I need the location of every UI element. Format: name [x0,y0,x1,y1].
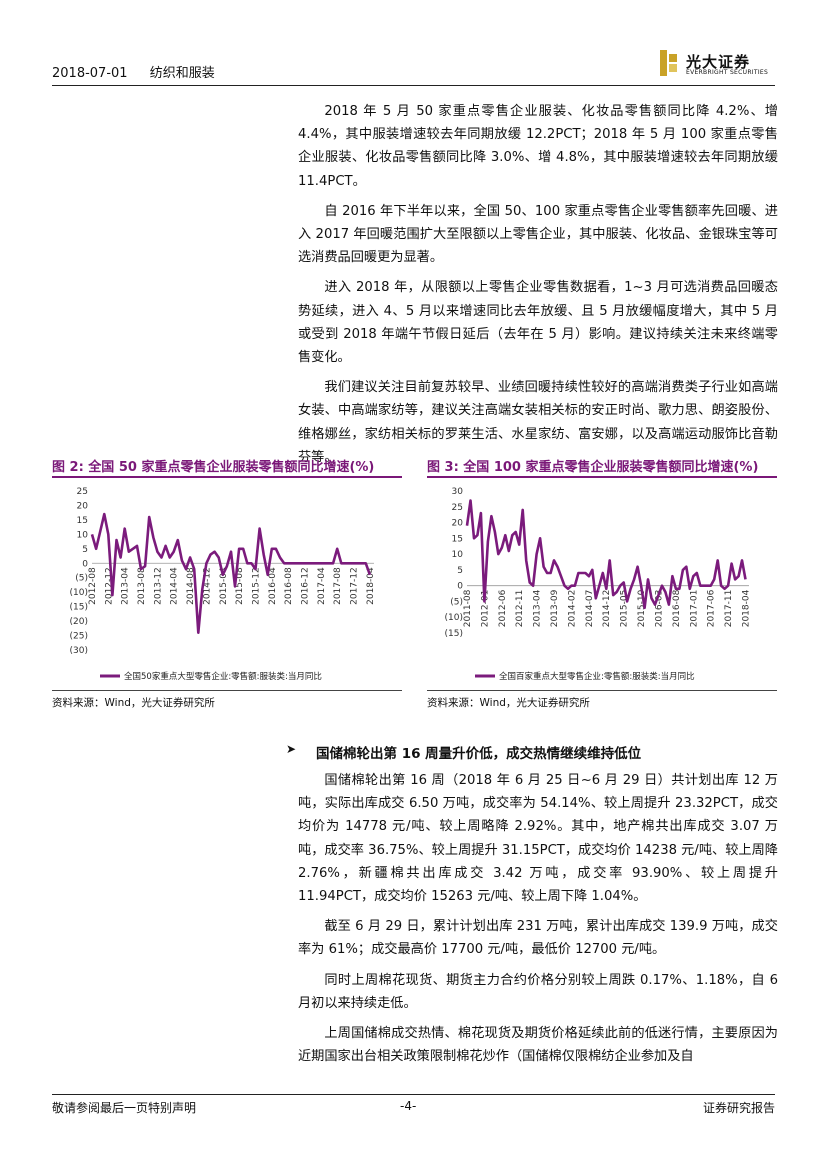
x-tick-label: 2016-08 [284,567,294,605]
figure3-source: 资料来源：Wind，光大证券研究所 [427,697,590,709]
paragraph: 同时上周棉花现货、期货主力合约价格分别较上周跌 0.17%、1.18%，自 6 … [298,972,778,1011]
figure3-chart: 30 25 20 15 10 5 0 (5) (10) (15)2011-08 2012-01 201… [445,487,752,682]
figure2-bottom-rule [52,690,402,691]
y-tick-label: 15 [77,516,88,526]
legend-label: 全国百家重点大型零售企业:零售额:服装类:当月同比 [499,671,695,682]
page-number: -4- [400,1099,417,1113]
y-tick-label: 20 [77,501,89,511]
x-tick-label: 2012-12 [104,567,114,605]
x-tick-label: 2013-09 [550,589,560,627]
paragraph: 截至 6 月 29 日，累计计划出库 231 万吨，累计出库成交 139.9 万… [298,919,778,958]
y-tick-label: 10 [452,550,464,560]
y-tick-label: (25) [70,632,88,642]
x-tick-label: 2017-04 [317,567,327,605]
x-tick-label: 2015-05 [620,590,630,628]
y-tick-label: 15 [452,534,463,544]
x-tick-label: 2017-01 [689,590,699,628]
paragraph: 上周国储棉成交热情、棉花现货及期货价格延续此前的低迷行情，主要原因为近期国家出台… [298,1026,778,1065]
x-tick-label: 2018-04 [742,589,752,627]
x-tick-label: 2015-10 [637,589,647,627]
y-tick-label: (15) [70,603,88,613]
figure2-chart: 25 20 15 10 5 0 (5) (10) (15) (20) (25) (30) 2012-08… [70,487,376,682]
x-tick-label: 2017-11 [724,590,734,628]
x-tick-label: 2016-03 [654,590,664,628]
x-tick-label: 2014-08 [186,567,196,605]
y-tick-label: 30 [452,487,464,497]
paragraph: 我们建议关注目前复苏较早、业绩回暖持续性较好的高端消费类子行业如高端女装、中高端… [298,380,778,465]
x-tick-label: 2012-08 [88,567,98,605]
x-tick-label: 2014-04 [170,567,180,605]
paragraph: 进入 2018 年，从限额以上零售企业零售数据看，1~3 月可选消费品回暖态势延… [298,280,778,366]
x-tick-label: 2014-07 [585,590,595,628]
x-tick-label: 2012-01 [480,590,490,628]
y-tick-label: (15) [445,629,463,639]
x-tick-label: 2013-12 [153,567,163,605]
x-tick-label: 2017-06 [707,589,717,627]
footer-rule [52,1094,775,1095]
x-tick-label: 2013-04 [121,567,131,605]
series-line [90,512,372,634]
paragraph: 自 2016 年下半年以来，全国 50、100 家重点零售企业零售额率先回暖、进… [298,203,778,266]
header-meta: 2018-07-01 纺织和服装 [52,62,233,81]
logo-text-cn: 光大证券 [686,53,751,71]
x-tick-label: 2017-08 [333,567,343,605]
figure2-source: 资料来源：Wind，光大证券研究所 [52,697,215,709]
x-tick-label: 2014-02 [567,590,577,628]
header-rule [52,85,775,86]
company-logo: 光大证券 EVERBRIGHT SECURITIES [660,50,775,80]
x-tick-label: 2017-12 [350,567,360,605]
x-tick-label: 2016-04 [268,567,278,605]
y-tick-label: (20) [70,617,88,627]
y-tick-label: 0 [82,559,88,569]
top-body-text: 2018 年 5 月 50 家重点零售企业服装、化妆品零售额同比降 4.2%、增… [298,100,778,476]
y-tick-label: 25 [452,503,463,513]
x-tick-label: 2012-11 [515,590,525,628]
figure3-title: 图 3: 全国 100 家重点零售企业服装零售额同比增速(%) [427,460,759,475]
x-tick-label: 2016-08 [672,589,682,627]
footer-report-type: 证券研究报告 [702,1101,775,1115]
paragraph: 国储棉轮出第 16 周（2018 年 6 月 25 日~6 月 29 日）共计划… [298,773,778,905]
y-tick-label: (5) [75,574,88,584]
report-sector: 纺织和服装 [149,66,215,81]
logo-mark-icon [660,50,677,76]
bullet-arrow-icon: ➤ [286,742,297,756]
y-tick-label: 5 [82,545,88,555]
figure2-title-rule [52,476,402,478]
series-line [465,499,747,610]
y-tick-label: (5) [450,597,463,607]
section-title-text: 国储棉轮出第 16 周量升价低，成交热情继续维持低位 [316,746,642,762]
x-tick-label: 2018-04 [366,567,376,605]
y-tick-label: 0 [457,582,463,592]
report-date: 2018-07-01 [52,66,128,81]
figure3-bottom-rule [427,690,777,691]
y-tick-label: 25 [77,487,88,497]
y-tick-label: 10 [77,530,89,540]
section-body-text: 国储棉轮出第 16 周（2018 年 6 月 25 日~6 月 29 日）共计划… [298,769,778,1075]
x-tick-label: 2015-04 [219,567,229,605]
x-tick-label: 2015-08 [235,567,245,605]
x-tick-label: 2016-12 [301,567,311,605]
legend-label: 全国50家重点大型零售企业:零售额:服装类:当月同比 [124,671,322,682]
x-tick-label: 2014-12 [602,590,612,628]
y-tick-label: 20 [452,519,464,529]
x-tick-label: 2014-12 [202,567,212,605]
y-tick-label: 5 [457,566,463,576]
paragraph: 2018 年 5 月 50 家重点零售企业服装、化妆品零售额同比降 4.2%、增… [298,104,778,189]
x-tick-label: 2013-08 [137,567,147,605]
x-tick-label: 2011-08 [463,589,473,627]
figure3-title-rule [427,476,777,478]
y-tick-label: (10) [70,588,88,598]
footer-disclaimer: 敬请参阅最后一页特别声明 [52,1101,197,1115]
x-tick-label: 2015-12 [251,567,261,605]
y-tick-label: (30) [70,646,88,656]
figure2-title: 图 2: 全国 50 家重点零售企业服装零售额同比增速(%) [52,460,375,475]
x-tick-label: 2013-04 [533,589,543,627]
logo-text-en: EVERBRIGHT SECURITIES [686,69,769,76]
section-title: ➤ 国储棉轮出第 16 周量升价低，成交热情继续维持低位 [286,742,642,762]
y-tick-label: (10) [445,613,463,623]
x-tick-label: 2012-06 [498,589,508,627]
